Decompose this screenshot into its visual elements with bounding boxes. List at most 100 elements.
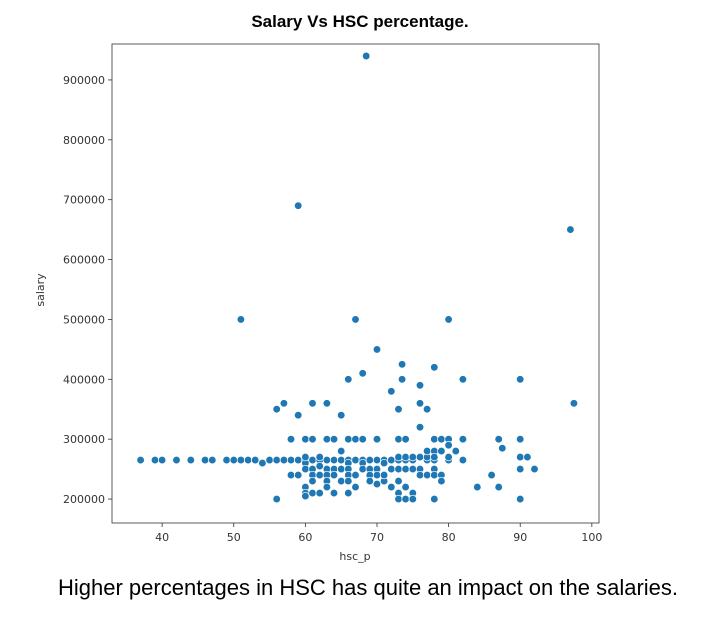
data-point: [387, 387, 396, 396]
data-point: [337, 455, 346, 465]
data-point: [301, 491, 310, 501]
data-point: [494, 435, 503, 444]
points-layer: [136, 51, 579, 504]
data-point: [516, 464, 525, 474]
data-point: [301, 435, 310, 444]
data-point: [322, 399, 332, 408]
data-point: [365, 476, 374, 486]
data-point: [473, 482, 482, 492]
x-tick-label: 90: [513, 531, 527, 544]
data-point: [444, 441, 453, 450]
data-point: [422, 446, 432, 456]
data-point: [315, 461, 324, 471]
data-point: [344, 375, 353, 384]
data-point: [344, 488, 353, 498]
data-point: [401, 435, 410, 444]
data-point: [186, 455, 195, 465]
data-point: [523, 452, 532, 462]
data-point: [308, 399, 317, 408]
x-axis-label: hsc_p: [339, 550, 370, 563]
data-point: [329, 435, 339, 444]
y-tick-label: 300000: [63, 433, 105, 446]
data-point: [286, 455, 296, 465]
data-point: [344, 435, 353, 444]
data-point: [236, 315, 246, 324]
scatter-chart: 40 50 60 70 80 90 100 200000 300000 400000 500000…: [34, 43, 602, 563]
data-point: [487, 470, 496, 480]
data-point: [272, 405, 281, 414]
data-point: [422, 470, 432, 480]
y-tick-label: 800000: [63, 134, 105, 147]
y-axis-label: salary: [34, 273, 47, 307]
data-point: [458, 375, 468, 384]
caption-text: Higher percentages in HSC has quite an i…: [58, 575, 679, 600]
data-point: [337, 446, 346, 456]
data-point: [569, 399, 579, 408]
data-point: [372, 435, 382, 444]
data-point: [444, 452, 453, 462]
data-point: [251, 455, 260, 465]
data-point: [444, 315, 453, 324]
data-point: [286, 435, 296, 444]
data-point: [415, 399, 425, 408]
data-point: [344, 476, 353, 486]
data-point: [437, 435, 446, 444]
data-point: [458, 435, 468, 444]
data-point: [308, 476, 317, 486]
data-point: [494, 482, 503, 492]
data-point: [379, 470, 389, 480]
data-point: [279, 455, 289, 465]
data-point: [329, 470, 339, 480]
data-point: [437, 476, 446, 486]
x-tick-label: 100: [581, 531, 602, 544]
data-point: [243, 455, 253, 465]
data-point: [415, 470, 425, 480]
data-point: [458, 455, 468, 465]
data-point: [362, 51, 371, 61]
data-point: [208, 455, 217, 465]
data-point: [415, 452, 425, 462]
y-tick-label: 600000: [63, 254, 105, 267]
data-point: [430, 452, 439, 462]
data-point: [394, 476, 403, 486]
data-point: [315, 452, 324, 462]
data-point: [387, 482, 396, 492]
data-point: [157, 455, 167, 465]
data-point: [394, 452, 403, 462]
data-point: [394, 435, 403, 444]
data-point: [294, 411, 303, 420]
data-point: [415, 423, 425, 432]
data-point: [379, 458, 389, 468]
data-point: [372, 345, 382, 354]
data-point: [351, 435, 360, 444]
data-point: [337, 476, 346, 486]
data-point: [401, 494, 410, 504]
data-point: [394, 464, 403, 474]
data-point: [337, 464, 346, 474]
data-point: [294, 455, 303, 465]
x-tick-label: 40: [155, 531, 169, 544]
data-point: [351, 482, 360, 492]
data-point: [351, 455, 360, 465]
data-point: [430, 363, 439, 372]
data-point: [430, 470, 439, 480]
data-point: [358, 369, 367, 378]
data-point: [372, 455, 382, 465]
data-point: [566, 225, 575, 234]
data-point: [408, 464, 417, 474]
data-point: [258, 458, 267, 468]
data-point: [286, 470, 296, 480]
data-point: [365, 455, 374, 465]
y-tick-label: 200000: [63, 493, 105, 506]
x-tick-label: 80: [442, 531, 456, 544]
data-point: [408, 494, 417, 504]
data-point: [315, 470, 324, 480]
data-point: [422, 405, 432, 414]
data-point: [372, 479, 382, 489]
data-point: [451, 446, 460, 456]
data-point: [387, 464, 396, 474]
data-point: [329, 455, 339, 465]
data-point: [401, 452, 410, 462]
chart-title: Salary Vs HSC percentage.: [251, 12, 469, 31]
data-point: [387, 455, 396, 465]
